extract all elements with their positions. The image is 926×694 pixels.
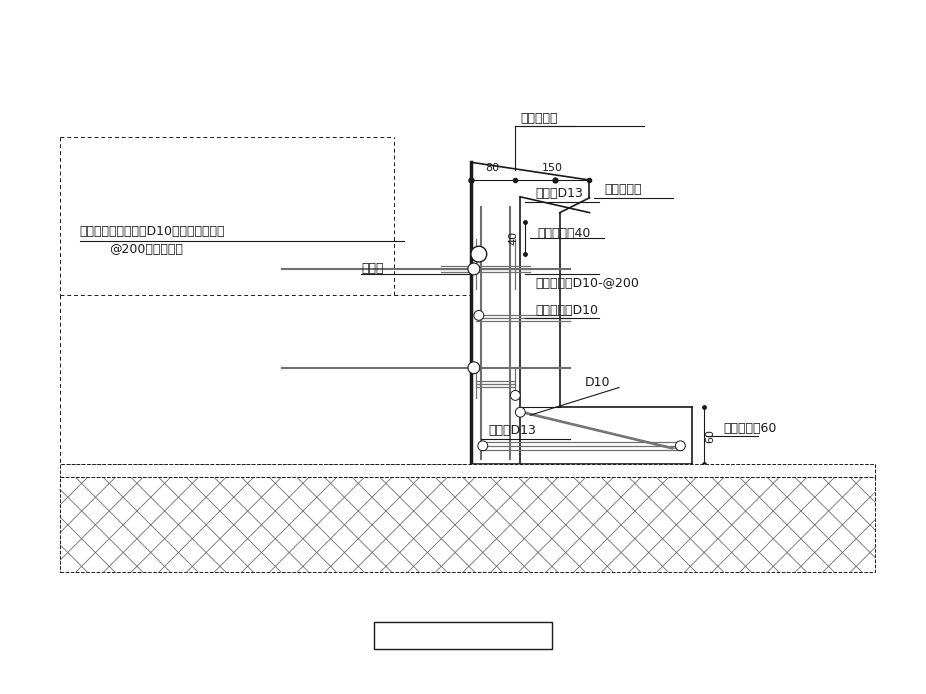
Circle shape [510,391,520,400]
Bar [374,622,552,650]
Circle shape [468,362,480,373]
Text: かぶり厚　40: かぶり厚 40 [537,227,591,240]
Circle shape [516,407,525,417]
Circle shape [478,441,488,450]
Text: 主筋　D13: 主筋 D13 [535,187,583,201]
Text: 水切り勾配: 水切り勾配 [605,183,642,196]
Text: 60: 60 [705,429,715,443]
Text: 添え　基礎断面図: 添え 基礎断面図 [427,628,499,643]
Circle shape [474,310,483,321]
Bar [60,477,875,573]
Circle shape [468,263,480,275]
Text: 主筋　D13: 主筋 D13 [489,425,536,437]
Text: 目荒し: 目荒し [361,262,383,276]
Text: @200（接着系）: @200（接着系） [109,243,183,255]
Text: D10: D10 [584,376,610,389]
Text: 40: 40 [508,231,519,246]
Text: コーキング: コーキング [520,112,557,126]
Text: あばら筋　D10-@200: あばら筋 D10-@200 [535,278,639,290]
Text: 腹筋　２－D10: 腹筋 ２－D10 [535,304,598,317]
Text: 150: 150 [542,163,562,174]
Text: 添え　基礎断面図: 添え 基礎断面図 [427,628,499,643]
Text: ケミカルアンカー　D10（ナット付き）: ケミカルアンカー D10（ナット付き） [80,225,225,238]
Text: かぶり厚　60: かぶり厚 60 [724,421,777,434]
Circle shape [675,441,685,450]
Circle shape [471,246,487,262]
Bar [60,464,875,477]
Text: 80: 80 [485,163,500,174]
